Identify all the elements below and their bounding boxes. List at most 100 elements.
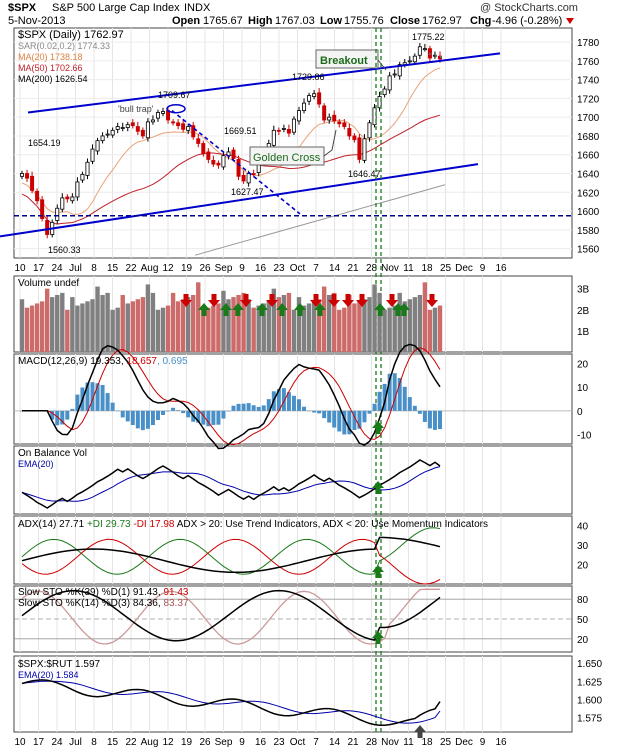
x-tick-label-top: Dec xyxy=(455,263,473,274)
candle-body xyxy=(417,46,422,56)
volume-bar xyxy=(377,292,382,352)
breakout-label: Breakout xyxy=(320,55,368,67)
red-down-arrow-icon-stem xyxy=(243,294,249,300)
candle-body xyxy=(80,174,85,181)
green-up-arrow-icon xyxy=(198,303,210,310)
volume-bar xyxy=(170,292,176,352)
macd-histogram-bar xyxy=(407,397,412,411)
candle-body xyxy=(221,155,226,168)
price-label-1627.47: 1627.47 xyxy=(231,187,264,197)
volume-bar xyxy=(261,303,266,352)
red-down-arrow-icon-stem xyxy=(183,294,189,300)
volume-bar xyxy=(241,292,246,352)
volume-bar xyxy=(125,303,130,352)
macd-histogram-bar xyxy=(105,393,110,411)
macd-histogram-bar xyxy=(236,403,241,411)
candle-body xyxy=(296,110,301,122)
candle-body xyxy=(95,140,100,152)
macd-histogram-bar xyxy=(302,406,307,411)
volume-bar xyxy=(352,303,357,352)
green-up-arrow-icon-stem xyxy=(401,310,407,316)
volume-bar xyxy=(347,295,352,352)
volume-bar xyxy=(226,299,231,352)
volume-bar xyxy=(301,305,307,352)
x-tick-label-bottom: 11 xyxy=(403,737,414,748)
candle-body xyxy=(25,173,30,179)
obv-line xyxy=(21,459,441,509)
gray-up-arrow-icon-stem xyxy=(417,732,423,738)
macd-histogram-bar xyxy=(95,383,100,411)
volume-bar xyxy=(296,297,302,352)
volume-axis-label: 3B xyxy=(577,285,590,296)
x-tick-label-bottom: 16 xyxy=(495,737,507,748)
candle-body xyxy=(377,96,382,109)
volume-bar xyxy=(412,297,418,352)
volume-bar xyxy=(115,307,120,352)
volume-bar xyxy=(65,309,70,352)
x-tick-label-bottom: Jul xyxy=(69,737,82,748)
candle-body xyxy=(130,122,135,127)
volume-bar xyxy=(196,282,201,352)
macd-histogram-bar xyxy=(438,410,442,430)
macd-histogram-bar xyxy=(130,410,135,426)
green-up-arrow-icon-stem xyxy=(375,572,381,578)
obv-ema-line xyxy=(21,466,441,502)
candle-body xyxy=(357,137,362,160)
candle-body xyxy=(362,138,367,161)
candle-body xyxy=(60,197,65,210)
header-exchange: INDX xyxy=(184,2,211,14)
bull-trap-label: 'bull trap' xyxy=(118,104,154,114)
macd-histogram-bar xyxy=(417,410,422,414)
sto1-legend: Slow STO %K(39) %D(1) 91.43, 91.43 xyxy=(18,587,189,598)
macd-histogram-bar xyxy=(125,410,130,422)
ratio-ema-legend: EMA(20) 1.584 xyxy=(18,670,79,680)
candle-body xyxy=(382,88,387,96)
macd-histogram-bar xyxy=(296,399,301,411)
macd-histogram-bar xyxy=(176,410,181,411)
x-tick-label-top: 9 xyxy=(239,263,245,274)
volume-bar xyxy=(185,297,191,352)
red-down-arrow-icon-stem xyxy=(331,294,337,300)
candle-body xyxy=(110,129,115,136)
sto-axis-label: 80 xyxy=(577,595,589,606)
x-tick-label-top: 21 xyxy=(347,263,359,274)
volume-bar xyxy=(90,299,95,352)
candle-body xyxy=(342,122,347,127)
candle-body xyxy=(387,75,392,91)
green-up-arrow-icon-stem xyxy=(201,310,207,316)
x-tick-label-bottom: 26 xyxy=(199,737,211,748)
x-tick-label-bottom: Aug xyxy=(141,737,159,748)
watermark: @ StockCharts.com xyxy=(480,2,578,14)
volume-bar xyxy=(50,297,55,352)
x-tick-label-top: 9 xyxy=(480,263,486,274)
lower-trendline xyxy=(0,163,479,238)
price-axis-label: 1760 xyxy=(577,57,600,68)
green-up-arrow-icon xyxy=(276,303,288,310)
macd-histogram-bar xyxy=(382,383,387,411)
x-tick-label-bottom: Oct xyxy=(290,737,306,748)
red-down-arrow-icon xyxy=(180,300,192,307)
x-tick-label-bottom: 24 xyxy=(51,737,63,748)
volume-bar xyxy=(60,292,65,352)
red-down-arrow-icon xyxy=(426,300,438,307)
volume-bar xyxy=(145,284,151,352)
green-up-arrow-icon-stem xyxy=(375,488,381,494)
volume-bar xyxy=(110,309,115,352)
candle-body xyxy=(70,196,75,202)
candle-body xyxy=(352,135,357,141)
price-axis-label: 1660 xyxy=(577,151,600,162)
red-down-arrow-icon-stem xyxy=(429,294,435,300)
volume-bar xyxy=(221,290,226,352)
minus-di-line xyxy=(21,538,441,585)
volume-bar xyxy=(432,307,438,352)
macd-histogram-bar xyxy=(181,410,186,414)
candle-body xyxy=(206,151,211,160)
chg-value: -4.96 (-0.28%) xyxy=(492,15,562,27)
ma200-line xyxy=(194,184,446,256)
volume-bar xyxy=(367,297,372,352)
volume-bar xyxy=(246,299,251,352)
green-up-arrow-icon xyxy=(220,303,232,310)
candle-body xyxy=(201,143,206,155)
macd-histogram-bar xyxy=(55,410,60,426)
x-tick-label-bottom: 12 xyxy=(162,737,174,748)
